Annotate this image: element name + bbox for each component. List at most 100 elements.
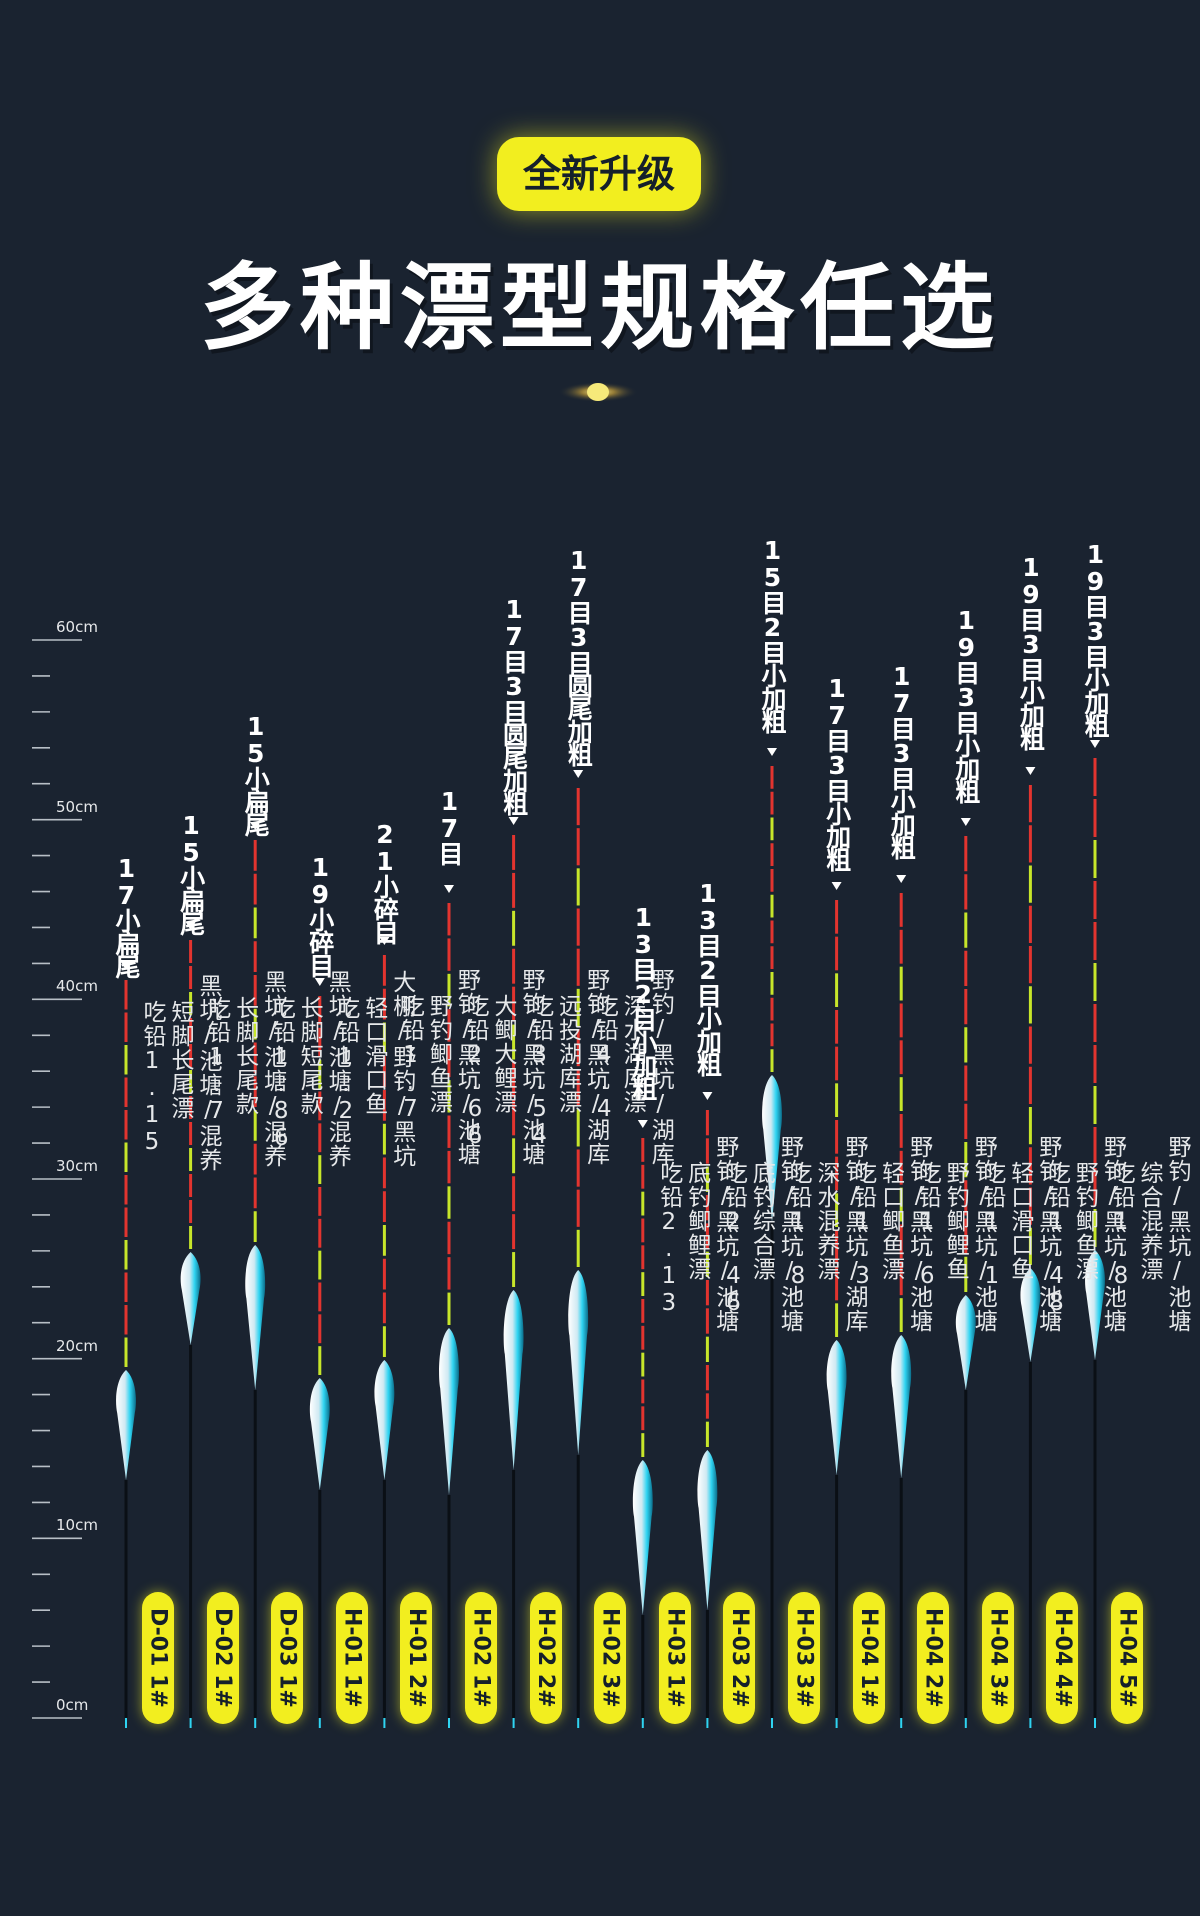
float-use: 野钓/黑坑/池塘 — [1164, 1135, 1190, 1333]
float-spec: 17目3目小加粗 — [887, 662, 917, 858]
float-0 — [116, 962, 136, 1728]
float-lead: 吃铅2.66 — [462, 994, 488, 1150]
float-use: 野钓/黑坑/池塘 — [518, 968, 544, 1166]
model-code-badge: H-01 1# — [335, 1592, 368, 1724]
ruler-label: 40cm — [56, 977, 98, 996]
float-use: 黑坑/池塘/混养 — [324, 970, 351, 1168]
float-4 — [374, 937, 395, 1728]
float-use: 黑坑/池塘/混养 — [195, 974, 221, 1172]
float-12 — [891, 875, 912, 1728]
float-9 — [697, 1092, 718, 1728]
float-type: 综合混养漂 — [1136, 1161, 1162, 1281]
float-type: 底钓综合漂 — [748, 1161, 775, 1281]
float-use: 野钓/黑坑/池塘 — [453, 968, 480, 1166]
float-spec: 17目3目圆尾加粗 — [499, 595, 529, 814]
float-spec: 15小扁尾 — [176, 811, 206, 934]
float-type: 远投湖库漂 — [554, 994, 581, 1114]
model-code-badge: H-04 2# — [917, 1592, 950, 1724]
float-use: 野钓/黑坑/池塘 — [905, 1135, 932, 1333]
float-lead: 吃铅2.46 — [720, 1161, 747, 1317]
model-code-badge: H-04 4# — [1046, 1592, 1079, 1724]
float-use: 大棚/野钓/黑坑 — [388, 970, 415, 1168]
float-spec: 13目2目小加粗 — [628, 903, 658, 1099]
float-lead: 吃铅1.7 — [203, 996, 230, 1125]
float-7 — [568, 770, 589, 1728]
float-spec: 13目2目小加粗 — [693, 879, 723, 1075]
float-use: 黑坑/池塘/混养 — [259, 970, 286, 1168]
float-lead: 吃铅1.15 — [139, 1000, 165, 1156]
float-description: 野钓/黑坑/池塘 野钓鲫鱼漂 吃铅1.7 — [396, 968, 480, 1388]
float-8 — [632, 1120, 653, 1728]
model-code-badge: H-02 1# — [465, 1592, 497, 1724]
float-description: 野钓/黑坑/池塘 底钓综合漂 吃铅2.46 — [719, 1135, 803, 1555]
float-lead: 吃铅1.48 — [1043, 1161, 1070, 1317]
model-code-badge: H-01 2# — [400, 1592, 433, 1724]
ruler-label: 50cm — [56, 797, 98, 816]
float-lead: 吃铅1.1 — [978, 1161, 1005, 1290]
float-spec: 15目2目小加粗 — [758, 536, 787, 732]
model-code-badge: D-03 1# — [271, 1592, 304, 1724]
float-11 — [826, 882, 847, 1728]
float-description: 野钓/黑坑/湖库 远投湖库漂 吃铅3.54 — [526, 968, 610, 1388]
float-description: 野钓/黑坑/湖库 深水湖库漂 吃铅4.4 — [590, 968, 674, 1388]
page-title: 多种漂型规格任选 — [199, 254, 1000, 363]
float-type: 野钓鲫鲤鱼 — [942, 1161, 969, 1281]
float-type: 深水湖库漂 — [619, 994, 646, 1114]
float-use: 野钓/黑坑/池塘 — [970, 1135, 997, 1333]
ruler-label: 20cm — [56, 1336, 98, 1355]
float-spec: 21小碎目 — [370, 820, 400, 943]
float-use: 野钓/黑坑/池塘 — [1034, 1135, 1061, 1333]
float-spec: 19小碎目 — [305, 853, 335, 976]
ruler-label: 30cm — [56, 1157, 98, 1175]
float-1 — [180, 922, 201, 1728]
float-description: 野钓/黑坑/池塘 大鲫大鲤漂 吃铅2.66 — [461, 968, 545, 1388]
ruler-label: 0cm — [56, 1696, 89, 1714]
float-description: 野钓/黑坑/池塘 野钓鲫鱼漂 吃铅1.48 — [1042, 1135, 1126, 1555]
float-spec: 19目3目小加粗 — [1081, 540, 1110, 736]
float-lead: 吃铅4.4 — [591, 994, 618, 1123]
float-type: 大鲫大鲤漂 — [490, 994, 516, 1114]
float-description: 大棚/野钓/黑坑 轻口滑口鱼 吃铅1.2 — [332, 970, 416, 1390]
float-type: 野钓鲫鱼漂 — [425, 994, 452, 1114]
model-code-badge: H-03 1# — [658, 1592, 691, 1724]
float-use: 野钓/黑坑/湖库 — [647, 968, 674, 1166]
model-code-badge: H-04 1# — [852, 1592, 885, 1724]
float-lead: 吃铅2.13 — [655, 1161, 682, 1317]
float-type: 野钓鲫鱼漂 — [1071, 1161, 1098, 1281]
float-5 — [439, 885, 459, 1728]
float-description: 黑坑/池塘/混养 长脚长尾款 吃铅1.7 — [203, 970, 287, 1390]
float-type: 长脚长尾款 — [231, 996, 258, 1116]
float-description: 野钓/黑坑/池塘 轻口滑口鱼 吃铅1.1 — [978, 1135, 1062, 1555]
glow-float-icon — [558, 382, 638, 402]
float-description: 野钓/黑坑/池塘 野钓鲫鲤鱼 吃铅1.6 — [913, 1135, 997, 1555]
float-spec: 17目3目小加粗 — [822, 674, 852, 870]
model-code-badge: H-04 3# — [981, 1592, 1014, 1724]
float-lead: 吃铅1.8 — [785, 1161, 811, 1290]
float-spec: 17目3目圆尾加粗 — [564, 546, 594, 765]
float-13 — [955, 818, 976, 1728]
float-lead: 吃铅1.6 — [914, 1161, 941, 1290]
float-use: 野钓/黑坑/池塘 — [711, 1135, 738, 1333]
float-lead: 吃铅1.3 — [849, 1161, 876, 1290]
float-use: 野钓/黑坑/池塘 — [776, 1135, 803, 1333]
float-description: 野钓/黑坑/池塘 轻口鲫鱼漂 吃铅1.3 — [849, 1135, 933, 1555]
float-description: 黑坑/池塘/混养 短脚长尾漂 吃铅1.15 — [138, 974, 222, 1394]
float-spec: 19目3目小加粗 — [951, 606, 981, 802]
float-10 — [762, 748, 782, 1728]
float-spec: 15小扁尾 — [241, 712, 271, 835]
upgrade-badge: 全新升级 — [497, 137, 701, 211]
ruler-label: 60cm — [56, 618, 98, 636]
model-code-badge: H-02 2# — [529, 1592, 562, 1724]
float-lead: 吃铅1.86 — [268, 996, 295, 1152]
model-code-badge: H-02 3# — [594, 1592, 627, 1724]
float-use: 野钓/黑坑/池塘 — [1099, 1135, 1126, 1333]
float-description: 黑坑/池塘/混养 长脚短尾款 吃铅1.86 — [267, 970, 351, 1390]
float-lead: 吃铅1.7 — [397, 994, 424, 1123]
model-code-badge: D-02 1# — [206, 1592, 239, 1724]
float-3 — [309, 978, 330, 1728]
float-type: 轻口鲫鱼漂 — [877, 1161, 904, 1281]
float-6 — [503, 817, 524, 1728]
float-use: 野钓/黑坑/湖库 — [841, 1135, 867, 1333]
